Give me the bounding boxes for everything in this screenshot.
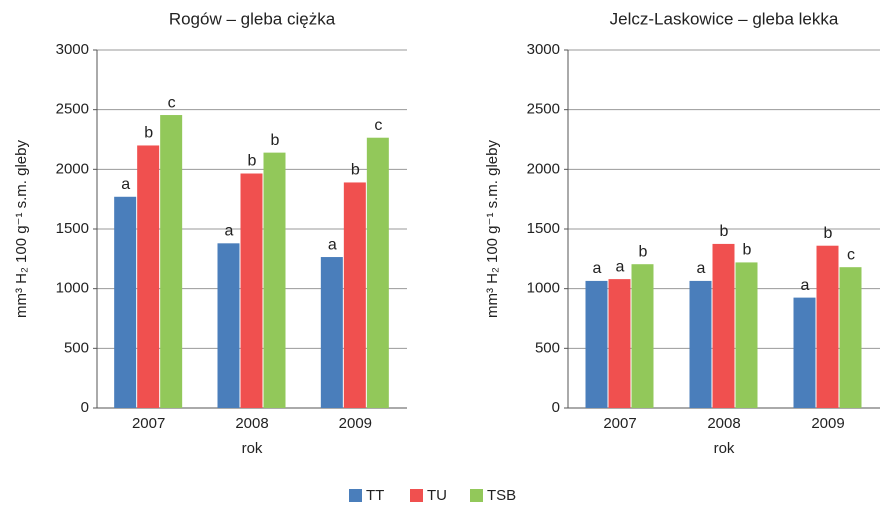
significance-letter: b xyxy=(351,162,360,179)
bar xyxy=(816,245,839,408)
legend-label: TT xyxy=(366,487,384,504)
legend-label: TSB xyxy=(487,487,516,504)
bar xyxy=(608,279,631,408)
bar xyxy=(366,137,389,408)
y-tick-label: 0 xyxy=(81,399,89,416)
significance-letter: a xyxy=(121,176,130,193)
x-tick-label: 2008 xyxy=(707,415,740,432)
significance-letter: a xyxy=(697,260,706,277)
bar xyxy=(631,264,654,408)
y-tick-label: 500 xyxy=(535,339,560,356)
bar xyxy=(217,243,240,408)
significance-letter: b xyxy=(271,132,280,149)
significance-letter: c xyxy=(168,94,176,111)
bar xyxy=(839,267,862,408)
significance-letter: b xyxy=(144,125,153,142)
y-axis-label: mm³ H₂ 100 g⁻¹ s.m. gleby xyxy=(13,140,30,318)
legend-label: TU xyxy=(427,487,447,504)
y-tick-label: 3000 xyxy=(56,41,89,58)
x-tick-label: 2009 xyxy=(339,415,372,432)
significance-letter: b xyxy=(743,242,752,259)
bar xyxy=(689,280,712,408)
chart-title: Rogów – gleba ciężka xyxy=(169,9,336,28)
x-tick-label: 2008 xyxy=(235,415,268,432)
legend-swatch xyxy=(410,489,423,502)
y-tick-label: 1500 xyxy=(527,220,560,237)
significance-letter: a xyxy=(328,236,337,253)
y-tick-label: 1500 xyxy=(56,220,89,237)
bar xyxy=(735,262,758,408)
y-tick-label: 1000 xyxy=(527,280,560,297)
legend-swatch xyxy=(470,489,483,502)
bar xyxy=(240,173,263,408)
bar xyxy=(320,257,343,408)
significance-letter: b xyxy=(824,225,833,242)
bar xyxy=(343,182,366,408)
y-tick-label: 0 xyxy=(552,399,560,416)
bar xyxy=(585,280,608,408)
y-axis-label: mm³ H₂ 100 g⁻¹ s.m. gleby xyxy=(484,140,501,318)
significance-letter: a xyxy=(616,258,625,275)
bar xyxy=(160,115,183,408)
significance-letter: c xyxy=(847,246,855,263)
chart-title: Jelcz-Laskowice – gleba lekka xyxy=(610,9,839,28)
y-tick-label: 3000 xyxy=(527,41,560,58)
y-tick-label: 2000 xyxy=(56,160,89,177)
x-tick-label: 2007 xyxy=(603,415,636,432)
significance-letter: c xyxy=(374,117,382,134)
significance-letter: b xyxy=(639,243,648,260)
significance-letter: b xyxy=(720,223,729,240)
bar xyxy=(114,196,137,408)
x-axis-label: rok xyxy=(714,440,735,457)
significance-letter: b xyxy=(248,153,257,170)
x-tick-label: 2007 xyxy=(132,415,165,432)
bar xyxy=(263,152,286,408)
significance-letter: a xyxy=(593,260,602,277)
y-tick-label: 1000 xyxy=(56,280,89,297)
bar xyxy=(712,243,735,408)
y-tick-label: 500 xyxy=(64,339,89,356)
x-tick-label: 2009 xyxy=(811,415,844,432)
legend-swatch xyxy=(349,489,362,502)
significance-letter: a xyxy=(801,277,810,294)
x-axis-label: rok xyxy=(242,440,263,457)
bar xyxy=(793,297,816,408)
y-tick-label: 2500 xyxy=(56,101,89,118)
y-tick-label: 2000 xyxy=(527,160,560,177)
significance-letter: a xyxy=(225,223,234,240)
y-tick-label: 2500 xyxy=(527,101,560,118)
bar xyxy=(137,145,160,408)
